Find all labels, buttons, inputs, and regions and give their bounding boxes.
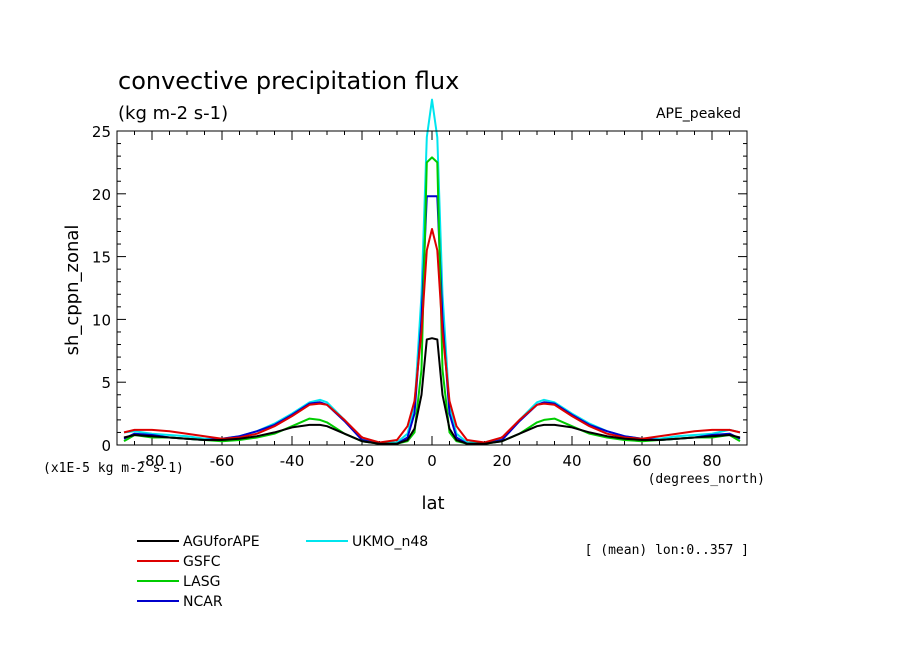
x-tick-label: 40	[562, 452, 581, 470]
x-tick-label: 60	[632, 452, 651, 470]
legend-label: LASG	[183, 574, 220, 590]
x-tick-label: -40	[280, 452, 305, 470]
chart-subtitle: (kg m-2 s-1)	[118, 103, 228, 124]
x-tick-label: -60	[210, 452, 235, 470]
y-axis-label: sh_cppn_zonal	[62, 225, 83, 356]
experiment-label: APE_peaked	[656, 106, 741, 122]
legend-label: NCAR	[183, 594, 223, 610]
plot-area: 0 5 10 15 20 25 -80 -60 -40 -20 0 20 40 60 80	[92, 98, 748, 470]
x-tick-label: 0	[427, 452, 437, 470]
legend-label: UKMO_n48	[352, 534, 428, 550]
legend-label: GSFC	[183, 554, 221, 570]
footnote: [ (mean) lon:0..357 ]	[585, 543, 749, 558]
x-units-label: (degrees_north)	[648, 472, 765, 487]
y-tick-label: 10	[92, 311, 111, 329]
x-tick-label: 20	[492, 452, 511, 470]
series-line-gsfc	[123, 228, 741, 444]
x-axis-ticks: -80 -60 -40 -20 0 20 40 60 80	[116, 131, 748, 470]
x-axis-label: lat	[421, 493, 444, 514]
series-line-lasg	[123, 156, 741, 445]
y-tick-label: 20	[92, 186, 111, 204]
y-scale-note: (x1E-5 kg m-2 s-1)	[43, 461, 184, 476]
x-tick-label: -80	[140, 452, 165, 470]
series-line-aguforape	[123, 337, 741, 445]
x-tick-label: -20	[350, 452, 375, 470]
y-tick-label: 5	[101, 374, 111, 392]
plot-frame	[116, 130, 748, 446]
legend: AGUforAPE GSFC LASG NCAR UKMO_n48	[137, 534, 428, 610]
y-tick-label: 25	[92, 123, 111, 141]
x-tick-label: 80	[702, 452, 721, 470]
series-line-ukmo_n48	[123, 98, 741, 444]
y-tick-label: 0	[101, 437, 111, 455]
chart-title: convective precipitation flux	[118, 67, 459, 95]
series-line-ncar	[123, 195, 741, 445]
y-tick-label: 15	[92, 249, 111, 267]
series-lines	[123, 98, 741, 445]
y-axis-ticks: 0 5 10 15 20 25	[92, 123, 747, 455]
legend-label: AGUforAPE	[183, 534, 260, 550]
